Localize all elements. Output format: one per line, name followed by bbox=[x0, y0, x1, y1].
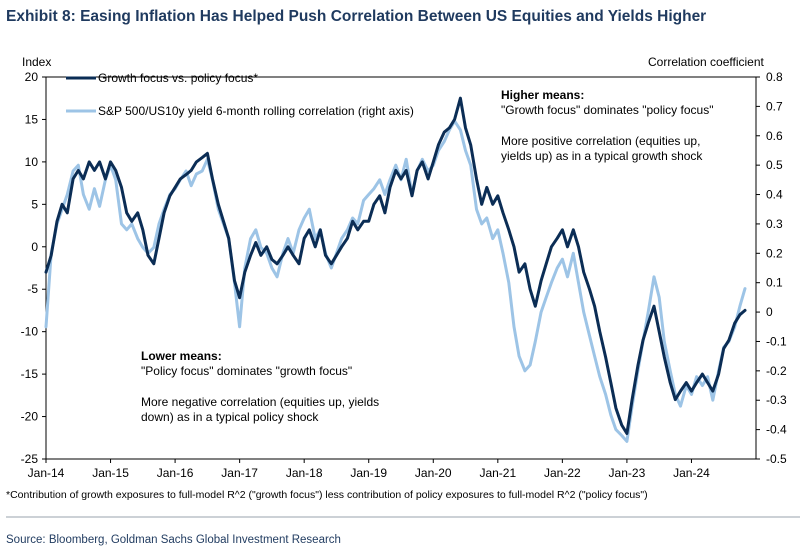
right-tick-label: 0.2 bbox=[766, 246, 783, 260]
x-tick-label: Jan-20 bbox=[415, 466, 452, 480]
x-tick-label: Jan-16 bbox=[157, 466, 194, 480]
left-tick-label: -20 bbox=[21, 410, 39, 424]
chart-title: Exhibit 8: Easing Inflation Has Helped P… bbox=[6, 8, 706, 25]
right-tick-label: 0.6 bbox=[766, 129, 783, 143]
x-tick-label: Jan-14 bbox=[28, 466, 65, 480]
left-tick-label: -15 bbox=[21, 367, 39, 381]
x-tick-label: Jan-21 bbox=[479, 466, 516, 480]
series-line-growth-focus bbox=[44, 96, 747, 435]
annotation-lower-line2: More negative correlation (equities up, … bbox=[141, 395, 379, 409]
right-tick-label: 0.7 bbox=[766, 99, 783, 113]
right-tick-label: 0.4 bbox=[766, 188, 783, 202]
right-tick-label: 0.3 bbox=[766, 217, 783, 231]
right-tick-label: 0 bbox=[766, 305, 773, 319]
right-tick-label: 0.8 bbox=[766, 70, 783, 84]
annotation-higher-line2: More positive correlation (equities up, bbox=[501, 134, 700, 148]
right-tick-label: -0.5 bbox=[766, 452, 787, 466]
x-axis-ticks: Jan-14 Jan-15 Jan-16 Jan-17 Jan-18 Jan-19 Jan-… bbox=[28, 459, 710, 480]
right-axis-label: Correlation coefficient bbox=[648, 55, 765, 69]
x-tick-label: Jan-23 bbox=[609, 466, 646, 480]
annotation-higher: Higher means: "Growth focus" dominates "… bbox=[501, 88, 713, 163]
x-tick-label: Jan-17 bbox=[221, 466, 258, 480]
annotation-lower-line3: down) as in a typical policy shock bbox=[141, 410, 319, 424]
series-layer bbox=[44, 96, 747, 443]
annotation-lower-heading: Lower means: bbox=[141, 349, 222, 363]
left-tick-label: -5 bbox=[27, 282, 38, 296]
annotation-higher-line1: "Growth focus" dominates "policy focus" bbox=[501, 103, 713, 117]
x-tick-label: Jan-15 bbox=[92, 466, 129, 480]
legend-label-growth: Growth focus vs. policy focus* bbox=[98, 71, 258, 85]
legend-label-correlation: S&P 500/US10y yield 6-month rolling corr… bbox=[98, 104, 414, 118]
x-tick-label: Jan-18 bbox=[286, 466, 323, 480]
x-tick-label: Jan-24 bbox=[673, 466, 710, 480]
x-tick-label: Jan-22 bbox=[544, 466, 581, 480]
left-axis-label: Index bbox=[22, 55, 51, 69]
left-tick-label: 20 bbox=[25, 70, 39, 84]
annotation-higher-heading: Higher means: bbox=[501, 88, 584, 102]
left-tick-label: -25 bbox=[21, 452, 39, 466]
x-tick-label: Jan-19 bbox=[350, 466, 387, 480]
right-tick-label: -0.4 bbox=[766, 423, 787, 437]
right-tick-label: 0.5 bbox=[766, 158, 783, 172]
left-tick-label: -10 bbox=[21, 325, 39, 339]
left-axis-ticks: 20 15 10 5 0 -5 -10 -15 -20 -25 bbox=[21, 70, 46, 466]
left-tick-label: 15 bbox=[25, 112, 39, 126]
right-tick-label: -0.1 bbox=[766, 334, 787, 348]
annotation-higher-line3: yields up) as in a typical growth shock bbox=[501, 149, 703, 163]
legend: Growth focus vs. policy focus* S&P 500/U… bbox=[66, 71, 414, 118]
annotation-lower-line1: "Policy focus" dominates "growth focus" bbox=[141, 364, 352, 378]
right-axis-ticks: 0.8 0.7 0.6 0.5 0.4 0.3 0.2 0.1 0 -0.1 -0.2 -0.3 -0.… bbox=[756, 70, 787, 466]
source: Source: Bloomberg, Goldman Sachs Global … bbox=[6, 534, 341, 546]
footnote: *Contribution of growth exposures to ful… bbox=[6, 489, 648, 501]
annotation-lower: Lower means: "Policy focus" dominates "g… bbox=[141, 349, 379, 424]
left-tick-label: 5 bbox=[31, 197, 38, 211]
left-tick-label: 10 bbox=[25, 155, 39, 169]
right-tick-label: -0.2 bbox=[766, 364, 787, 378]
left-tick-label: 0 bbox=[31, 240, 38, 254]
right-tick-label: -0.3 bbox=[766, 393, 787, 407]
right-tick-label: 0.1 bbox=[766, 276, 783, 290]
